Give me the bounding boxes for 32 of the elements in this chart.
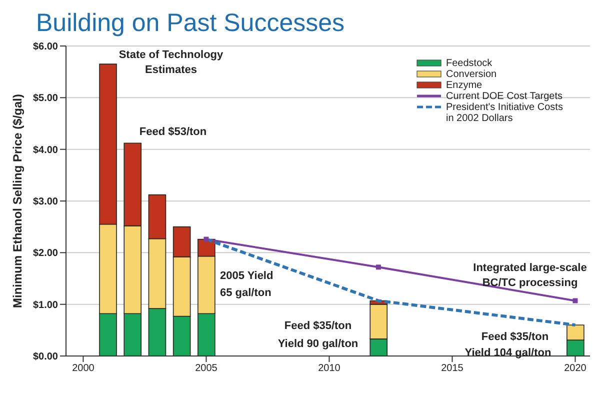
y-tick-label: $3.00 <box>32 196 58 208</box>
annotation: State of Technology <box>118 49 224 61</box>
legend-label: Current DOE Cost Targets <box>446 91 564 102</box>
annotation: Feed $53/ton <box>139 126 207 138</box>
point <box>572 298 578 304</box>
x-tick-label: 2010 <box>318 363 341 374</box>
x-tick-label: 2000 <box>72 363 95 374</box>
annotation: BC/TC processing <box>482 277 578 289</box>
legend-label: Conversion <box>446 69 498 80</box>
annotation: Estimates <box>145 64 197 76</box>
annotation: Feed $35/ton <box>481 331 549 343</box>
y-tick-label: $2.00 <box>32 248 58 260</box>
y-tick-label: $5.00 <box>32 93 58 104</box>
y-tick-label: $1.00 <box>32 300 58 311</box>
chart-title: Building on Past Successes <box>35 8 346 39</box>
x-tick-label: 2015 <box>441 363 464 374</box>
legend-label: President's Initiative Costs in 2002 Dollars <box>446 102 564 124</box>
annotation: Feed $35/ton <box>284 320 352 332</box>
x-tick-label: 2020 <box>564 363 587 374</box>
y-axis-title: Minimum Ethanol Selling Price ($/gal) <box>10 94 24 308</box>
y-tick-label: $4.00 <box>32 144 58 156</box>
y-tick-label: $6.00 <box>32 42 58 53</box>
legend-label: Enzyme <box>446 80 484 91</box>
y-tick-label: $0.00 <box>32 352 58 363</box>
annotation: Yield 90 gal/ton <box>278 338 358 350</box>
point <box>376 264 381 270</box>
point <box>204 236 209 242</box>
annotation: 65 gal/ton <box>220 287 272 299</box>
annotation: 2005 Yield <box>220 270 274 282</box>
legend-label: Feedstock <box>446 58 494 69</box>
annotation: Integrated large-scale <box>473 262 587 274</box>
x-tick-label: 2005 <box>195 363 218 374</box>
